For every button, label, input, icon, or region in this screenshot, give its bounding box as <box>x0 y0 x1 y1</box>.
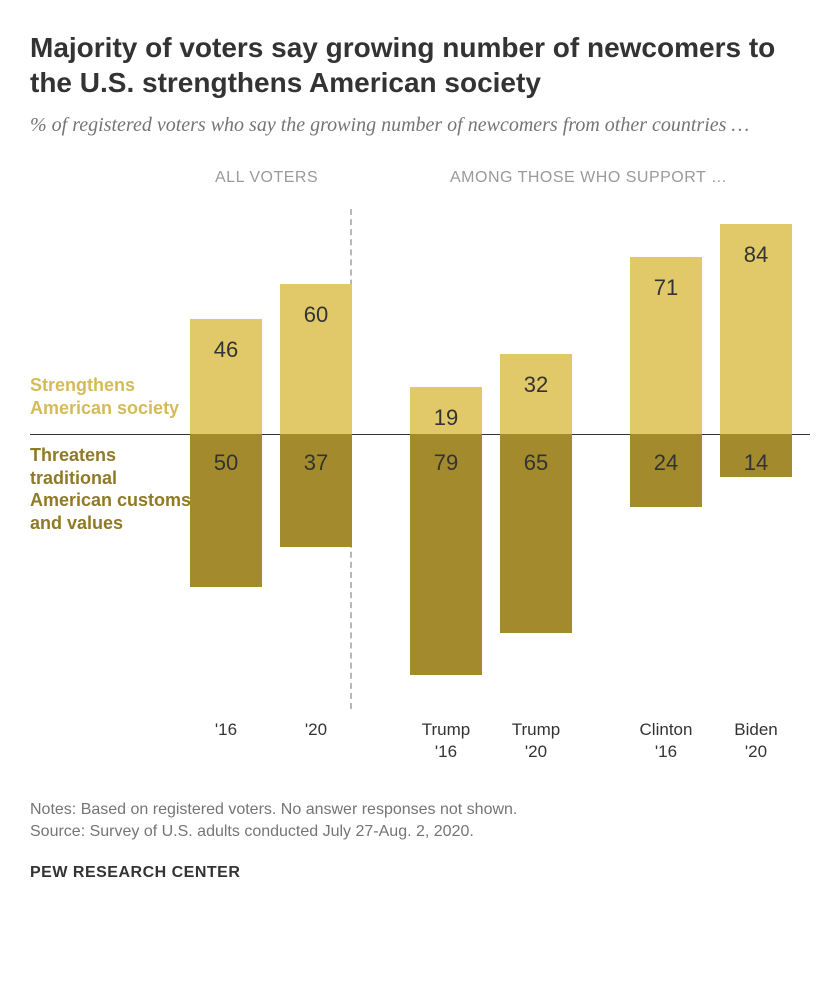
bar-top: 46 <box>190 319 262 434</box>
bar-value-top: 60 <box>280 302 352 328</box>
x-axis-label: Trump'20 <box>486 719 586 763</box>
x-axis-label: Biden'20 <box>706 719 806 763</box>
bar-value-bottom: 50 <box>190 450 262 476</box>
bar-top: 19 <box>410 387 482 435</box>
x-axis-label: '20 <box>266 719 366 741</box>
bar-top: 60 <box>280 284 352 434</box>
bar-value-bottom: 24 <box>630 450 702 476</box>
notes-line-1: Notes: Based on registered voters. No an… <box>30 799 810 821</box>
bar-value-top: 71 <box>630 275 702 301</box>
bar-bottom: 65 <box>500 434 572 633</box>
bar-value-bottom: 65 <box>500 450 572 476</box>
bar-bottom: 79 <box>410 434 482 675</box>
panel-labels: ALL VOTERS AMONG THOSE WHO SUPPORT … <box>30 169 810 199</box>
bar-value-top: 19 <box>410 405 482 431</box>
chart-container: ALL VOTERS AMONG THOSE WHO SUPPORT … Str… <box>30 169 810 769</box>
series-label-strengthens: Strengthens American society <box>30 374 180 419</box>
bar-top: 84 <box>720 224 792 434</box>
bar-value-bottom: 37 <box>280 450 352 476</box>
chart-subtitle: % of registered voters who say the growi… <box>30 112 810 139</box>
bar-bottom: 37 <box>280 434 352 547</box>
bar-top: 32 <box>500 354 572 434</box>
bar-bottom: 50 <box>190 434 262 587</box>
x-axis-label: Clinton'16 <box>616 719 716 763</box>
bar-value-top: 32 <box>500 372 572 398</box>
x-axis-label: '16 <box>176 719 276 741</box>
chart-area: Strengthens American society Threatens t… <box>30 209 810 709</box>
x-axis-label: Trump'16 <box>396 719 496 763</box>
notes-line-2: Source: Survey of U.S. adults conducted … <box>30 821 810 843</box>
bar-value-top: 84 <box>720 242 792 268</box>
chart-notes: Notes: Based on registered voters. No an… <box>30 799 810 844</box>
chart-title: Majority of voters say growing number of… <box>30 30 810 100</box>
attribution: PEW RESEARCH CENTER <box>30 864 810 882</box>
panel-label-support: AMONG THOSE WHO SUPPORT … <box>450 169 727 187</box>
bar-bottom: 24 <box>630 434 702 507</box>
bar-top: 71 <box>630 257 702 435</box>
bar-value-bottom: 79 <box>410 450 482 476</box>
panel-label-all: ALL VOTERS <box>215 169 318 187</box>
bar-value-bottom: 14 <box>720 450 792 476</box>
series-label-threatens: Threatens traditional American customs a… <box>30 444 200 534</box>
x-axis-labels: '16'20 Trump'16Trump'20 Clinton'16Biden'20 <box>30 719 810 769</box>
bar-bottom: 14 <box>720 434 792 477</box>
bar-value-top: 46 <box>190 337 262 363</box>
